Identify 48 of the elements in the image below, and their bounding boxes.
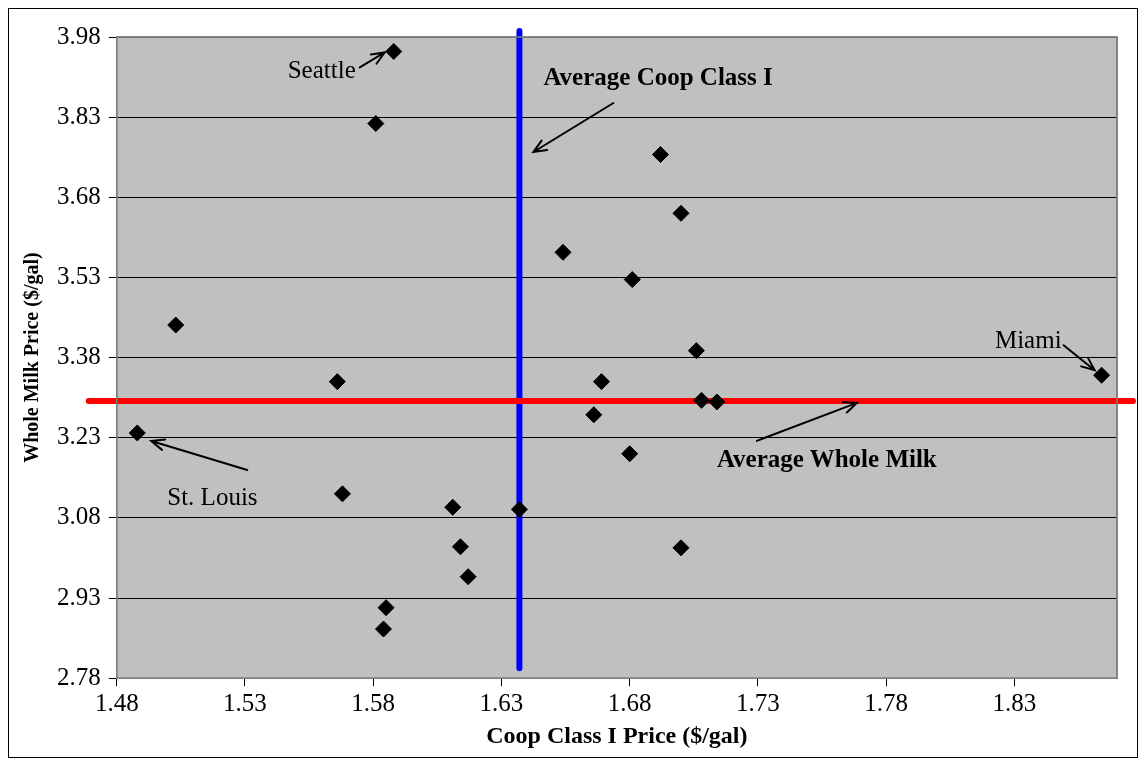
point (128, 424, 146, 442)
point (374, 620, 392, 638)
point (554, 243, 572, 261)
x-tick-label: 1.73 (736, 688, 780, 716)
y-tick-label: 3.38 (57, 342, 101, 370)
annotation: Seattle (287, 55, 356, 83)
y-tick-label: 2.78 (57, 662, 101, 690)
point (367, 115, 385, 133)
point (167, 316, 185, 334)
y-tick-label: 3.08 (57, 502, 101, 530)
point (451, 538, 469, 556)
point (444, 498, 462, 516)
point (592, 373, 610, 391)
point (510, 500, 528, 518)
point (328, 373, 346, 391)
x-tick-label: 1.48 (94, 688, 139, 716)
point (693, 391, 711, 409)
x-tick-label: 1.78 (864, 688, 909, 716)
x-tick-label: 1.83 (992, 688, 1037, 716)
y-tick-label: 3.83 (57, 101, 101, 129)
ref-line-label: Average Coop Class I (543, 63, 773, 91)
point (672, 204, 690, 222)
point (333, 485, 351, 503)
point (377, 599, 395, 617)
y-tick-label: 3.98 (57, 21, 101, 49)
y-tick-label: 2.93 (57, 582, 101, 610)
y-axis-title: Whole Milk Price ($/gal) (20, 252, 44, 463)
point (459, 568, 477, 586)
y-tick-label: 3.53 (57, 262, 101, 290)
point (623, 271, 641, 289)
annotation: Miami (994, 325, 1062, 353)
x-tick-label: 1.68 (607, 688, 652, 716)
point (672, 539, 690, 557)
point (1093, 366, 1111, 384)
x-tick-label: 1.53 (223, 688, 267, 716)
point (621, 445, 639, 463)
point (585, 406, 603, 424)
ref-line-label: Average Whole Milk (716, 445, 937, 473)
point (708, 393, 726, 411)
x-tick-label: 1.63 (479, 688, 524, 716)
annotation: St. Louis (167, 482, 258, 510)
y-tick-label: 3.23 (57, 422, 101, 450)
point (385, 42, 403, 60)
x-axis-title: Coop Class I Price ($/gal) (486, 721, 748, 748)
point (651, 146, 669, 164)
y-tick-label: 3.68 (57, 181, 101, 209)
x-tick-label: 1.58 (351, 688, 396, 716)
point (687, 342, 705, 360)
